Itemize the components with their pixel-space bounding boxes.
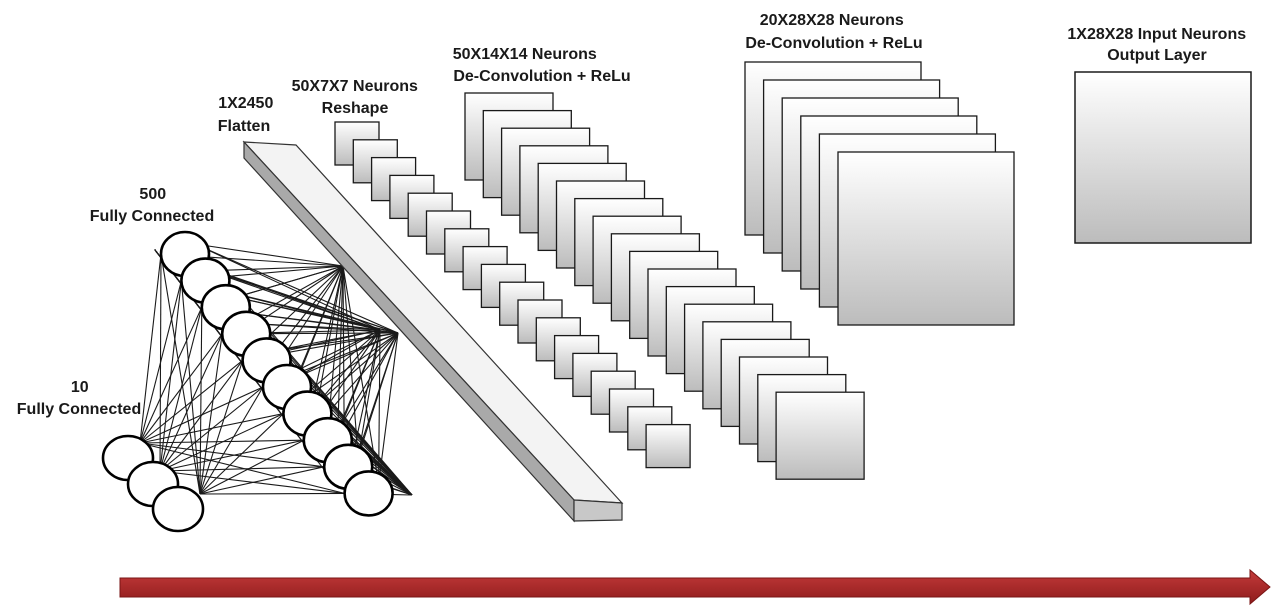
edge	[159, 386, 264, 472]
deconv1-label: 50X14X14 Neurons De-Convolution + ReLu	[453, 46, 631, 85]
edge	[199, 333, 223, 495]
flatten-label: 1X2450 Flatten	[218, 95, 278, 135]
edge	[337, 332, 399, 431]
edge	[342, 265, 359, 457]
reshape-feature-maps	[334, 121, 691, 469]
edge	[139, 253, 162, 444]
fc10-label: 10 Fully Connected	[17, 379, 141, 418]
edge	[199, 386, 264, 495]
reshape-label: 50X7X7 Neurons Reshape	[292, 78, 423, 117]
edge	[180, 280, 201, 495]
edge	[215, 270, 399, 334]
fc500-label: 500 Fully Connected	[90, 186, 214, 225]
edge	[317, 332, 399, 405]
edge	[194, 243, 344, 267]
fc10-neurons	[101, 434, 205, 533]
neuron	[151, 485, 205, 533]
edge	[194, 243, 381, 331]
edge	[159, 466, 325, 472]
reshape-map	[645, 423, 691, 469]
edge	[235, 296, 399, 334]
edge	[337, 329, 381, 431]
deconv2-label: 20X28X28 Neurons De-Convolution + ReLu	[745, 12, 922, 52]
deconv2-map	[837, 151, 1015, 326]
edge	[159, 413, 284, 472]
edge	[194, 243, 399, 334]
deconv2-feature-maps	[744, 61, 1015, 326]
neuron	[343, 470, 394, 517]
flow-direction-arrow	[119, 568, 1271, 606]
flatten-layer-bar	[242, 140, 624, 523]
edge	[159, 280, 182, 472]
edge	[255, 265, 344, 325]
edge	[235, 265, 344, 298]
edge	[296, 332, 399, 378]
edge	[159, 333, 223, 472]
edge	[276, 265, 344, 351]
edge	[378, 329, 381, 484]
edge	[357, 329, 381, 457]
edge	[342, 265, 380, 484]
fc500-neurons	[159, 230, 394, 517]
edge	[159, 439, 304, 472]
edge	[199, 466, 325, 495]
edge	[316, 329, 381, 404]
deconv1-feature-maps	[464, 92, 865, 480]
edge	[215, 265, 344, 272]
edge	[199, 439, 305, 495]
deconv1-map	[775, 391, 865, 480]
edge	[276, 329, 381, 351]
edge	[159, 307, 203, 472]
edge	[296, 265, 344, 378]
edge	[316, 265, 344, 404]
output-layer-map	[1074, 71, 1252, 244]
edge	[199, 360, 244, 495]
edge	[159, 253, 162, 472]
edge	[337, 265, 344, 431]
output-layer-label: 1X28X28 Input Neurons Output Layer	[1067, 26, 1250, 64]
edge	[378, 332, 399, 484]
edge	[199, 413, 284, 495]
edge	[160, 253, 201, 495]
edge	[199, 492, 345, 495]
edge	[296, 329, 381, 378]
edge	[357, 332, 399, 457]
edge	[199, 307, 203, 495]
